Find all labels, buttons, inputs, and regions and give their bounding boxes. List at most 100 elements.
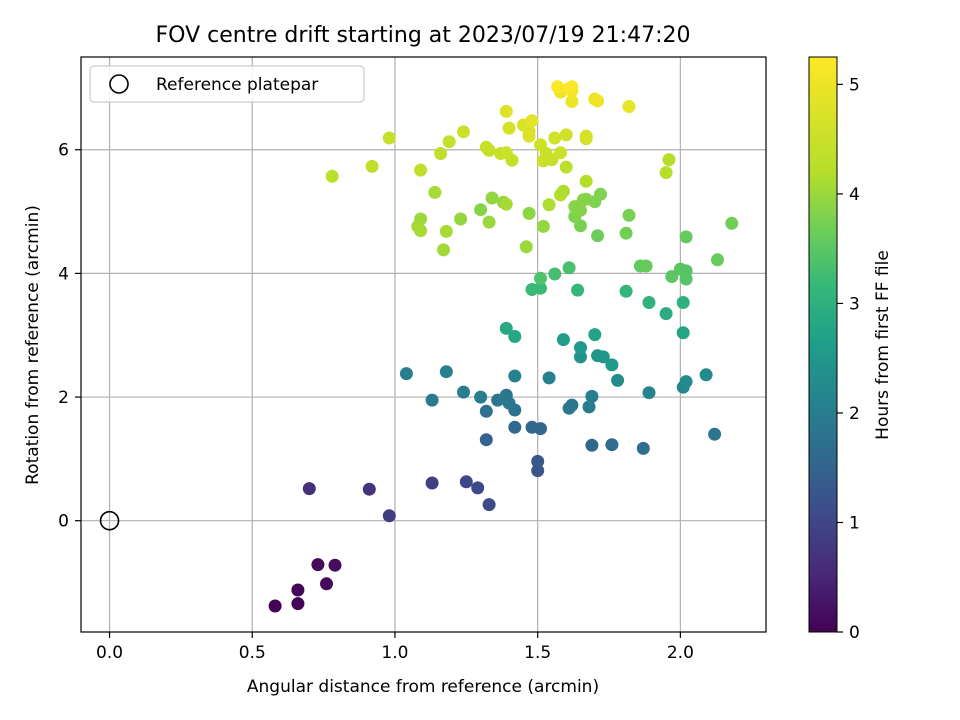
data-point [556, 333, 570, 347]
data-point [534, 422, 547, 436]
data-point [574, 350, 587, 364]
data-point [425, 476, 439, 490]
data-point [565, 95, 579, 108]
grid-lines [81, 57, 766, 632]
data-point [679, 264, 693, 278]
data-point [642, 296, 656, 309]
x-axis-label: Angular distance from reference (arcmin) [247, 677, 599, 697]
data-point [320, 577, 333, 591]
data-point [585, 389, 599, 403]
colorbar-tick-label: 3 [849, 294, 860, 314]
data-point [505, 153, 519, 167]
data-point [594, 187, 607, 201]
x-tick-label: 2.0 [667, 643, 694, 663]
data-point [542, 371, 556, 385]
colorbar-tick-label: 4 [849, 185, 860, 205]
data-point [499, 104, 513, 118]
data-point [534, 281, 547, 295]
data-point [479, 433, 493, 447]
legend-entry-label: Reference platepar [156, 75, 318, 95]
data-point [328, 558, 342, 572]
data-point [519, 240, 533, 254]
data-point [531, 464, 545, 478]
data-point [525, 114, 539, 128]
data-point [639, 259, 653, 273]
y-tick-label: 6 [58, 141, 69, 161]
reference-platepar-marker [99, 510, 120, 531]
data-point [522, 129, 536, 143]
data-point [571, 283, 585, 297]
data-point [591, 229, 605, 243]
data-point [382, 509, 396, 523]
data-point [536, 219, 550, 233]
data-point [585, 438, 599, 452]
data-point [591, 94, 605, 108]
data-point [559, 128, 573, 142]
data-point [605, 358, 619, 372]
data-point [725, 216, 739, 230]
colorbar [808, 56, 838, 633]
data-point [679, 375, 693, 389]
data-point [482, 498, 496, 512]
data-point [548, 131, 562, 145]
data-point [642, 386, 656, 400]
data-point [662, 153, 676, 167]
data-point [711, 253, 724, 267]
data-point [474, 203, 488, 217]
data-point [508, 369, 522, 383]
data-point [508, 420, 522, 434]
data-point [596, 350, 610, 364]
data-point [454, 212, 468, 226]
data-point [482, 215, 496, 229]
data-point [619, 284, 633, 298]
data-point [291, 583, 305, 597]
data-point [414, 224, 428, 238]
x-tick-label: 1.5 [524, 643, 551, 663]
data-point [611, 373, 625, 387]
data-point [542, 198, 556, 212]
data-point [659, 166, 673, 180]
data-points [268, 80, 739, 613]
x-tick-label: 0.0 [96, 643, 123, 663]
data-point [474, 390, 488, 404]
data-point [442, 135, 456, 149]
data-point [665, 270, 679, 283]
data-point [531, 454, 545, 468]
legend-marker-icon [109, 74, 129, 94]
data-point [576, 193, 590, 207]
data-point [459, 475, 473, 489]
x-tick-label: 0.5 [239, 643, 266, 663]
data-point [428, 185, 442, 199]
data-point [619, 226, 633, 240]
data-point [291, 597, 305, 611]
data-point [534, 138, 547, 152]
data-point [679, 230, 693, 244]
data-point [659, 307, 673, 321]
data-point [605, 438, 619, 452]
data-point [579, 174, 593, 188]
data-point [622, 100, 636, 113]
colorbar-label: Hours from first FF file [873, 250, 893, 440]
y-tick-label: 2 [58, 388, 69, 408]
data-point [268, 599, 282, 613]
data-point [434, 147, 448, 160]
data-point [437, 243, 450, 257]
data-point [548, 267, 562, 281]
data-point [522, 206, 536, 220]
data-point [311, 558, 325, 572]
data-point [362, 482, 376, 496]
data-point [554, 146, 567, 160]
data-point [479, 140, 493, 154]
colorbar-ticks: 0 1 2 3 4 5 [837, 75, 860, 643]
colorbar-tick-label: 5 [849, 75, 860, 95]
data-point [574, 341, 587, 355]
legend: Reference platepar [89, 65, 365, 103]
data-point [414, 163, 428, 177]
data-point [502, 121, 516, 135]
data-point [471, 481, 485, 495]
data-point [302, 482, 316, 496]
y-axis-ticks: 0 2 4 6 [58, 141, 81, 532]
data-point [579, 129, 593, 143]
chart-title: FOV centre drift starting at 2023/07/19 … [156, 23, 691, 48]
